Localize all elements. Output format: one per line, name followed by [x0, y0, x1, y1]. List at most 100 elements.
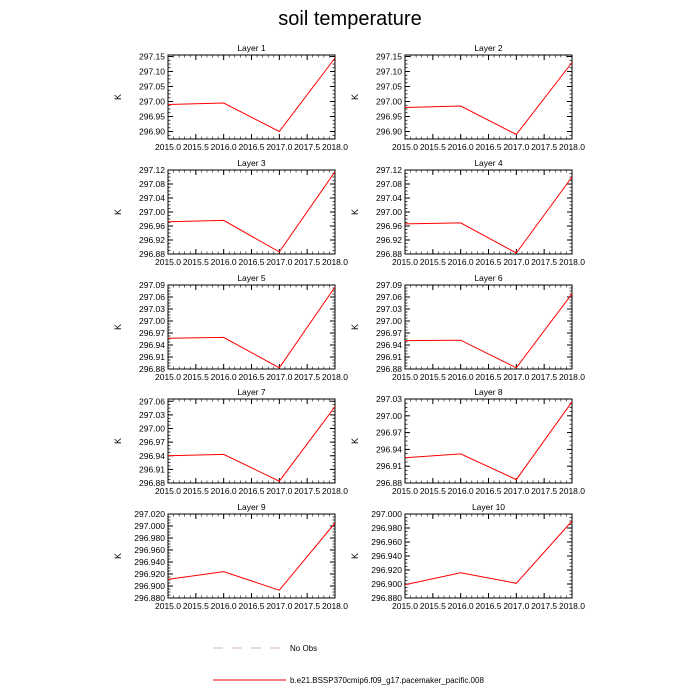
data-point — [571, 176, 573, 178]
plot-frame — [404, 398, 573, 484]
data-point — [515, 252, 517, 254]
y-tick-label: 296.880 — [371, 593, 402, 603]
panel-title: Layer 4 — [474, 158, 503, 168]
y-tick-label: 296.96 — [139, 221, 165, 231]
x-tick-label: 2018.0 — [559, 257, 585, 267]
x-tick-label: 2015.0 — [392, 486, 418, 496]
panel-layer-7: Layer 7 K 297.06 297.03 297.00 296.97 296.94 29… — [113, 387, 348, 496]
panel-layer-5: Layer 5 K 297.09 297.06 297.03 297.00 296.97 29… — [113, 273, 348, 382]
plot-frame — [167, 54, 336, 140]
series-line — [404, 520, 573, 586]
y-tick-label: 296.92 — [376, 235, 402, 245]
panel-layer-4: Layer 4 K 297.12 297.08 297.04 297.00 296.96 29… — [350, 158, 585, 267]
y-tick-label: 297.00 — [139, 97, 165, 107]
plot-frame — [167, 284, 336, 370]
y-tick-label: 296.91 — [139, 352, 165, 362]
y-tick-label: 296.91 — [376, 352, 402, 362]
series-line — [167, 171, 336, 253]
data-point — [222, 570, 224, 572]
panel-title: Layer 6 — [474, 273, 503, 283]
y-tick-label: 296.90 — [139, 127, 165, 137]
y-tick-label: 296.94 — [376, 340, 402, 350]
x-tick-label: 2018.0 — [559, 486, 585, 496]
y-axis-label: K — [350, 553, 360, 559]
y-tick-label: 296.960 — [134, 545, 165, 555]
x-tick-label: 2018.0 — [322, 372, 348, 382]
y-tick-label: 296.95 — [139, 112, 165, 122]
x-tick-label: 2018.0 — [559, 142, 585, 152]
x-tick-label: 2015.5 — [420, 601, 446, 611]
panel-layer-9: Layer 9 K 297.020 297.000 296.980 296.960 296.… — [113, 502, 348, 611]
panel-layer-6: Layer 6 K 297.09 297.06 297.03 297.00 296.97 29… — [350, 273, 585, 382]
x-tick-label: 2017.5 — [294, 486, 320, 496]
data-point — [334, 171, 336, 173]
plot-frame — [167, 169, 336, 255]
y-tick-label: 296.92 — [139, 235, 165, 245]
x-tick-label: 2017.0 — [266, 257, 292, 267]
data-point — [571, 293, 573, 295]
y-tick-label: 296.91 — [376, 461, 402, 471]
x-tick-label: 2018.0 — [559, 372, 585, 382]
y-tick-label: 296.940 — [371, 551, 402, 561]
x-tick-label: 2016.0 — [448, 486, 474, 496]
y-tick-label: 296.88 — [139, 364, 165, 374]
y-tick-label: 297.04 — [139, 193, 165, 203]
panel-title: Layer 9 — [237, 502, 266, 512]
y-tick-label: 297.00 — [139, 316, 165, 326]
x-tick-label: 2015.5 — [183, 486, 209, 496]
x-tick-label: 2015.0 — [155, 601, 181, 611]
x-tick-label: 2015.5 — [183, 142, 209, 152]
x-tick-label: 2016.0 — [211, 142, 237, 152]
data-point — [404, 223, 406, 225]
data-point — [334, 522, 336, 524]
data-point — [571, 520, 573, 522]
y-tick-label: 296.980 — [371, 523, 402, 533]
y-tick-label: 296.91 — [139, 464, 165, 474]
x-tick-label: 2015.0 — [155, 486, 181, 496]
data-point — [459, 222, 461, 224]
y-tick-label: 296.97 — [376, 328, 402, 338]
figure-title: soil temperature — [278, 8, 422, 30]
y-tick-label: 297.06 — [376, 292, 402, 302]
panel-layer-8: Layer 8 K 297.03 297.00 296.97 296.94 296.91 29… — [350, 387, 585, 496]
y-tick-label: 296.960 — [371, 537, 402, 547]
series-line — [167, 286, 336, 369]
y-tick-label: 297.12 — [376, 165, 402, 175]
x-tick-label: 2017.5 — [294, 601, 320, 611]
x-tick-label: 2016.5 — [476, 486, 502, 496]
panel-title: Layer 7 — [237, 387, 266, 397]
data-point — [515, 133, 517, 135]
data-point — [278, 589, 280, 591]
y-tick-label: 297.00 — [376, 411, 402, 421]
x-tick-label: 2015.5 — [420, 372, 446, 382]
series-line — [167, 522, 336, 591]
data-point — [222, 336, 224, 338]
panel-layer-1: Layer 1 K 297.15 297.10 297.05 297.00 296.95 29… — [113, 43, 348, 152]
y-tick-label: 296.900 — [134, 581, 165, 591]
y-tick-label: 297.000 — [134, 521, 165, 531]
x-tick-label: 2018.0 — [322, 142, 348, 152]
x-tick-label: 2017.5 — [294, 257, 320, 267]
y-tick-label: 297.03 — [139, 304, 165, 314]
panel-title: Layer 10 — [472, 502, 505, 512]
y-axis-label: K — [113, 209, 123, 215]
y-tick-label: 296.97 — [139, 437, 165, 447]
x-tick-label: 2017.5 — [531, 601, 557, 611]
y-tick-label: 297.05 — [139, 82, 165, 92]
x-tick-label: 2016.0 — [211, 372, 237, 382]
x-tick-label: 2018.0 — [322, 601, 348, 611]
y-tick-label: 297.06 — [139, 396, 165, 406]
x-tick-label: 2017.0 — [266, 142, 292, 152]
data-point — [515, 478, 517, 480]
y-tick-label: 297.09 — [376, 280, 402, 290]
x-tick-label: 2017.0 — [503, 601, 529, 611]
y-tick-label: 296.980 — [134, 533, 165, 543]
data-point — [404, 339, 406, 341]
data-point — [222, 219, 224, 221]
data-point — [334, 57, 336, 59]
panel-title: Layer 3 — [237, 158, 266, 168]
data-point — [167, 455, 169, 457]
legend: No Obs b.e21.BSSP370cmip6.f09_g17.pacemak… — [213, 644, 484, 685]
data-point — [515, 582, 517, 584]
x-tick-label: 2015.0 — [155, 257, 181, 267]
